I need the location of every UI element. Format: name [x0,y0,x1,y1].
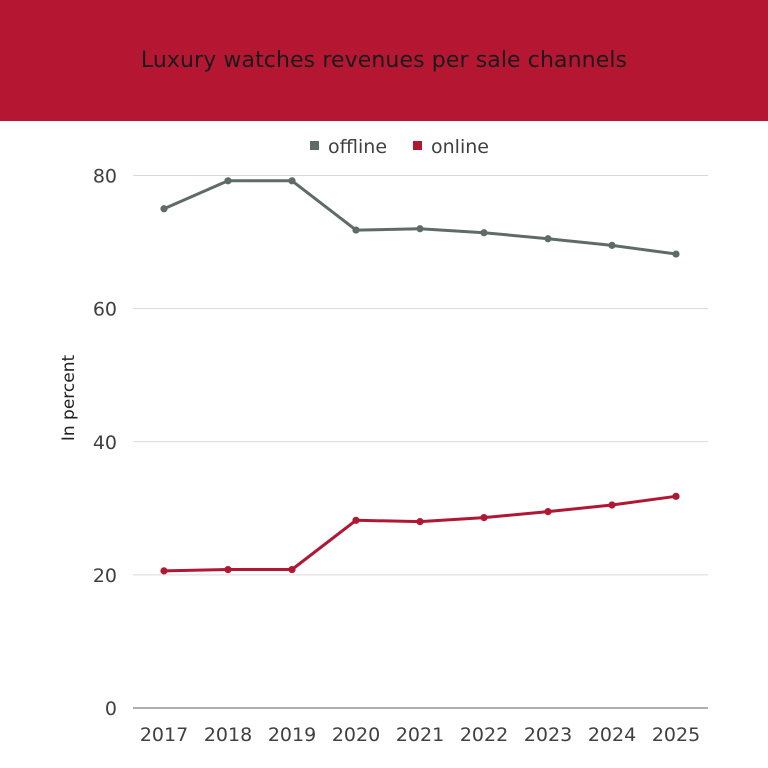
series-offline [160,177,680,258]
legend-label: online [431,136,489,158]
legend-marker [310,141,319,150]
y-tick-label: 80 [93,166,117,188]
legend-label: offline [328,136,387,158]
data-point [224,565,232,574]
grid-lines [133,175,708,709]
x-tick-label: 2025 [652,724,700,746]
data-point [160,567,168,575]
data-point [352,516,360,524]
data-point [608,241,616,249]
data-point [672,250,680,258]
series-line [162,179,678,256]
data-point [224,177,232,185]
x-tick-label: 2018 [204,724,252,746]
x-tick-label: 2024 [588,724,636,746]
x-tick-label: 2017 [140,724,188,746]
y-tick-labels: 0 20 40 60 80 [93,166,117,721]
x-tick-label: 2023 [524,724,572,746]
data-point [288,565,296,574]
data-point [352,226,360,234]
y-tick-label: 60 [93,299,117,321]
y-tick-label: 0 [105,698,117,720]
legend: offline online [310,136,489,158]
legend-marker [413,141,422,150]
data-point [416,518,424,526]
data-point [480,514,488,522]
x-tick-label: 2021 [396,724,444,746]
data-point [544,508,552,516]
data-point [416,225,424,233]
data-point [160,205,168,213]
data-point [608,501,616,509]
series-layer [160,177,680,575]
series-online [160,492,680,575]
x-tick-label: 2020 [332,724,380,746]
data-point [544,235,552,243]
y-axis-label: In percent [59,355,79,442]
data-point [480,229,488,237]
data-point [288,177,296,185]
series-line [162,494,678,573]
y-tick-label: 40 [93,432,117,454]
x-tick-label: 2022 [460,724,508,746]
chart-title: Luxury watches revenues per sale channel… [140,48,628,73]
data-point [672,492,680,500]
y-tick-label: 20 [93,565,117,587]
x-tick-label: 2019 [268,724,316,746]
title-banner: Luxury watches revenues per sale channel… [0,0,768,121]
x-tick-labels: 2017 2018 2019 2020 2021 2022 2023 2024 2025 [140,724,700,746]
